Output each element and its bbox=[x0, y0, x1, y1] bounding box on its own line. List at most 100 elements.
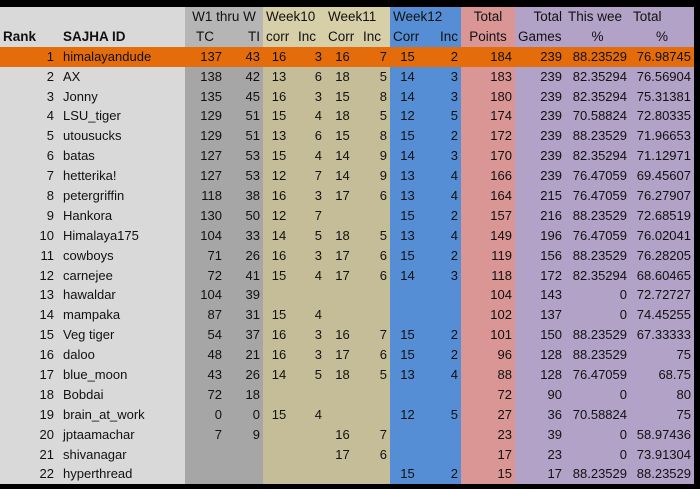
cell-w12-corr[interactable]: 13 bbox=[390, 225, 425, 246]
cell-this-week-pct[interactable]: 0 bbox=[565, 305, 630, 326]
cell-this-week-pct[interactable]: 0 bbox=[565, 444, 630, 465]
cell-w12-corr[interactable] bbox=[390, 444, 425, 465]
cell-total-games[interactable]: 239 bbox=[515, 146, 565, 167]
cell-total-games[interactable]: 90 bbox=[515, 384, 565, 405]
header-w10-corr[interactable]: corr bbox=[263, 26, 295, 47]
cell-total-points[interactable]: 104 bbox=[461, 285, 515, 306]
cell-rank[interactable]: 9 bbox=[0, 205, 60, 226]
table-row[interactable]: 3 Jonny 135 45 16 3 15 8 14 3 180 239 82.35294 75.313… bbox=[0, 86, 694, 107]
cell-w10-corr[interactable]: 12 bbox=[263, 205, 295, 226]
cell-rank[interactable]: 21 bbox=[0, 444, 60, 465]
cell-w11-corr[interactable]: 16 bbox=[325, 424, 360, 445]
cell-total-pct[interactable]: 72.80335 bbox=[630, 106, 694, 127]
cell-w11-inc[interactable]: 6 bbox=[360, 245, 390, 266]
cell-w12-corr[interactable]: 15 bbox=[390, 325, 425, 346]
table-row[interactable]: 11 cowboys 71 26 16 3 17 6 15 2 119 156 88.23529 76.2… bbox=[0, 245, 694, 266]
cell-total-pct[interactable]: 74.45255 bbox=[630, 305, 694, 326]
table-row[interactable]: 21 shivanagar 17 6 17 23 0 73.91304 bbox=[0, 444, 694, 465]
cell-w11-corr[interactable]: 18 bbox=[325, 66, 360, 87]
cell-w10-inc[interactable] bbox=[295, 424, 325, 445]
cell-w10-corr[interactable]: 16 bbox=[263, 345, 295, 366]
cell-w10-inc[interactable]: 6 bbox=[295, 126, 325, 147]
cell-this-week-pct[interactable]: 88.23529 bbox=[565, 325, 630, 346]
cell-w12-inc[interactable]: 4 bbox=[425, 186, 461, 206]
cell-total-points[interactable]: 184 bbox=[461, 46, 515, 67]
cell-w11-corr[interactable]: 18 bbox=[325, 106, 360, 127]
cell-w12-inc[interactable]: 2 bbox=[425, 245, 461, 266]
cell-ti[interactable]: 39 bbox=[225, 285, 263, 306]
cell-rank[interactable]: 11 bbox=[0, 245, 60, 266]
cell-w10-corr[interactable] bbox=[263, 444, 295, 465]
cell-w12-inc[interactable]: 2 bbox=[425, 205, 461, 226]
cell-w11-inc[interactable] bbox=[360, 384, 390, 405]
cell-ti[interactable]: 26 bbox=[225, 365, 263, 385]
cell-total-games[interactable]: 239 bbox=[515, 46, 565, 67]
table-row[interactable]: 5 utousucks 129 51 13 6 15 8 15 2 172 239 88.23529 71… bbox=[0, 126, 694, 147]
cell-w11-corr[interactable]: 16 bbox=[325, 46, 360, 67]
cell-sajha-id[interactable]: hyperthread bbox=[60, 464, 185, 485]
cell-total-pct[interactable]: 80 bbox=[630, 384, 694, 405]
cell-total-games[interactable]: 137 bbox=[515, 305, 565, 326]
cell-w11-corr[interactable]: 18 bbox=[325, 225, 360, 246]
table-row[interactable]: 8 petergriffin 118 38 16 3 17 6 13 4 164 215 76.4705… bbox=[0, 186, 694, 206]
cell-w12-corr[interactable]: 14 bbox=[390, 86, 425, 107]
cell-w10-corr[interactable]: 15 bbox=[263, 106, 295, 127]
cell-this-week-pct[interactable]: 76.47059 bbox=[565, 186, 630, 206]
cell-w11-corr[interactable]: 15 bbox=[325, 126, 360, 147]
cell-total-points[interactable]: 170 bbox=[461, 146, 515, 167]
cell-tc[interactable] bbox=[185, 444, 225, 465]
cell-rank[interactable]: 4 bbox=[0, 106, 60, 127]
cell-total-games[interactable]: 23 bbox=[515, 444, 565, 465]
cell-w12-inc[interactable]: 5 bbox=[425, 106, 461, 127]
header-week10[interactable]: Week10 bbox=[263, 7, 325, 27]
cell-sajha-id[interactable]: AX bbox=[60, 66, 185, 87]
cell-w10-inc[interactable]: 7 bbox=[295, 166, 325, 187]
cell-this-week-pct[interactable]: 82.35294 bbox=[565, 66, 630, 87]
table-row[interactable]: 22 hyperthread 15 2 15 17 88.23529 88.23529 bbox=[0, 464, 694, 485]
cell-w12-inc[interactable]: 3 bbox=[425, 265, 461, 286]
cell-tc[interactable]: 87 bbox=[185, 305, 225, 326]
cell-rank[interactable]: 6 bbox=[0, 146, 60, 167]
cell-sajha-id[interactable]: brain_at_work bbox=[60, 404, 185, 425]
cell-rank[interactable]: 16 bbox=[0, 345, 60, 366]
cell-sajha-id[interactable]: himalayandude bbox=[60, 46, 185, 67]
header-w12-corr[interactable]: Corr bbox=[390, 26, 425, 47]
cell-ti[interactable] bbox=[225, 464, 263, 485]
header-total-pct-1[interactable]: Total bbox=[630, 7, 694, 27]
cell-sajha-id[interactable]: blue_moon bbox=[60, 365, 185, 385]
cell-this-week-pct[interactable]: 88.23529 bbox=[565, 345, 630, 366]
cell-w10-inc[interactable] bbox=[295, 464, 325, 485]
cell-tc[interactable]: 72 bbox=[185, 265, 225, 286]
cell-total-games[interactable]: 196 bbox=[515, 225, 565, 246]
cell-tc[interactable]: 127 bbox=[185, 166, 225, 187]
cell-w10-inc[interactable]: 6 bbox=[295, 66, 325, 87]
cell-w11-inc[interactable]: 5 bbox=[360, 365, 390, 385]
cell-total-games[interactable]: 128 bbox=[515, 365, 565, 385]
cell-sajha-id[interactable]: mampaka bbox=[60, 305, 185, 326]
cell-w10-corr[interactable]: 13 bbox=[263, 66, 295, 87]
cell-total-points[interactable]: 27 bbox=[461, 404, 515, 425]
cell-w12-inc[interactable] bbox=[425, 424, 461, 445]
cell-w11-inc[interactable]: 5 bbox=[360, 106, 390, 127]
cell-w11-corr[interactable]: 14 bbox=[325, 146, 360, 167]
cell-total-points[interactable]: 164 bbox=[461, 186, 515, 206]
cell-w11-inc[interactable]: 5 bbox=[360, 66, 390, 87]
cell-total-games[interactable]: 36 bbox=[515, 404, 565, 425]
cell-tc[interactable]: 129 bbox=[185, 106, 225, 127]
cell-w10-corr[interactable]: 16 bbox=[263, 245, 295, 266]
cell-w11-inc[interactable]: 9 bbox=[360, 146, 390, 167]
cell-w10-corr[interactable] bbox=[263, 424, 295, 445]
cell-w11-inc[interactable]: 5 bbox=[360, 225, 390, 246]
cell-rank[interactable]: 10 bbox=[0, 225, 60, 246]
cell-ti[interactable]: 45 bbox=[225, 86, 263, 107]
cell-w11-corr[interactable]: 17 bbox=[325, 444, 360, 465]
cell-total-pct[interactable]: 88.23529 bbox=[630, 464, 694, 485]
cell-w12-inc[interactable]: 2 bbox=[425, 325, 461, 346]
cell-total-games[interactable]: 239 bbox=[515, 106, 565, 127]
cell-sajha-id[interactable]: Himalaya175 bbox=[60, 225, 185, 246]
cell-w10-inc[interactable]: 3 bbox=[295, 86, 325, 107]
cell-sajha-id[interactable]: hawaldar bbox=[60, 285, 185, 306]
cell-w11-inc[interactable] bbox=[360, 305, 390, 326]
cell-total-pct[interactable]: 76.98745 bbox=[630, 46, 694, 67]
cell-w11-inc[interactable]: 6 bbox=[360, 186, 390, 206]
